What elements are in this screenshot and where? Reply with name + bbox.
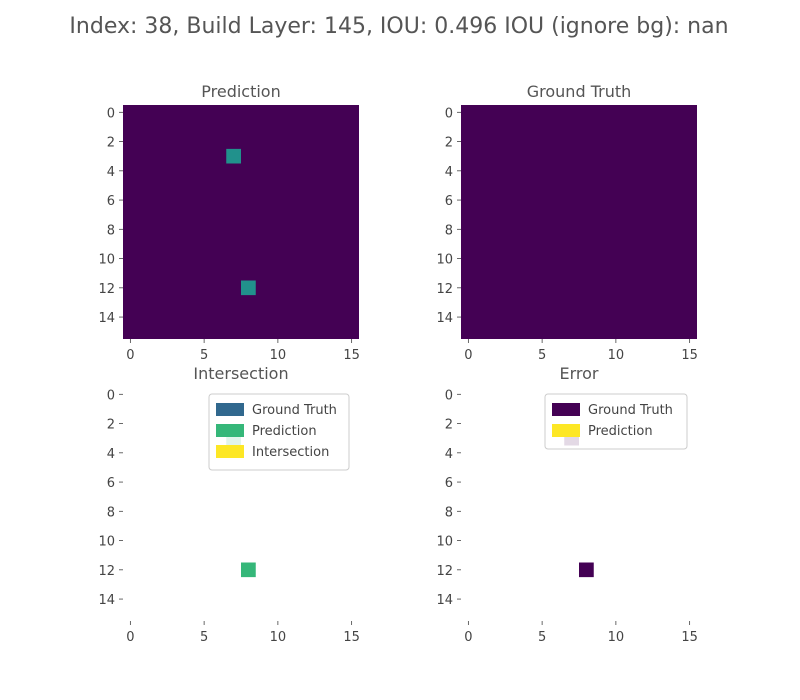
legend: Ground Truth Prediction bbox=[544, 393, 688, 450]
y-tick-label: 14 bbox=[436, 593, 453, 608]
panel-title: Intersection bbox=[193, 364, 288, 383]
x-tick-label: 0 bbox=[126, 630, 134, 645]
legend-swatch bbox=[552, 403, 580, 416]
y-tick-label: 14 bbox=[98, 593, 115, 608]
x-tick-label: 15 bbox=[681, 630, 698, 645]
y-tick-label: 4 bbox=[445, 165, 453, 180]
heatmap-cell bbox=[579, 562, 594, 578]
y-tick-label: 12 bbox=[436, 282, 453, 297]
x-tick-label: 5 bbox=[200, 630, 208, 645]
x-tick-label: 5 bbox=[538, 630, 546, 645]
legend-label: Intersection bbox=[252, 445, 329, 460]
y-tick-label: 10 bbox=[98, 253, 115, 268]
y-tick-label: 6 bbox=[445, 194, 453, 209]
y-tick-label: 8 bbox=[445, 505, 453, 520]
x-tick-label: 0 bbox=[464, 348, 472, 363]
panel-title: Prediction bbox=[201, 82, 280, 101]
y-tick-label: 8 bbox=[107, 223, 115, 238]
x-tick-label: 0 bbox=[126, 348, 134, 363]
panel-error: Error 0 2 4 6 8 10 12 14 0 5 10 15 Ground Truth Predic… bbox=[436, 364, 697, 645]
y-tick-label: 10 bbox=[98, 535, 115, 550]
panel-intersection: Intersection 0 2 4 6 8 10 12 14 0 5 10 15 Ground Trut… bbox=[98, 364, 359, 645]
y-tick-label: 2 bbox=[445, 418, 453, 433]
y-tick-label: 2 bbox=[107, 418, 115, 433]
y-tick-label: 10 bbox=[436, 535, 453, 550]
heatmap-background bbox=[461, 105, 697, 339]
legend: Ground Truth Prediction Intersection bbox=[208, 393, 350, 471]
legend-swatch bbox=[216, 424, 244, 437]
x-tick-label: 10 bbox=[608, 348, 625, 363]
y-tick-label: 2 bbox=[445, 136, 453, 151]
y-tick-label: 6 bbox=[107, 476, 115, 491]
heatmap-cell bbox=[241, 562, 256, 578]
legend-swatch bbox=[216, 445, 244, 458]
legend-label: Ground Truth bbox=[252, 403, 337, 418]
y-tick-label: 0 bbox=[107, 106, 115, 121]
x-tick-label: 15 bbox=[681, 348, 698, 363]
y-tick-label: 2 bbox=[107, 136, 115, 151]
y-tick-label: 0 bbox=[107, 388, 115, 403]
panel-ground-truth: Ground Truth 0 2 4 6 8 10 12 14 0 5 10 15 bbox=[436, 82, 697, 363]
legend-swatch bbox=[216, 403, 244, 416]
panel-prediction: Prediction 0 2 4 6 8 10 12 14 0 5 10 15 bbox=[98, 82, 359, 363]
legend-label: Prediction bbox=[588, 424, 653, 439]
y-tick-label: 4 bbox=[445, 447, 453, 462]
y-tick-label: 6 bbox=[445, 476, 453, 491]
y-tick-label: 12 bbox=[98, 564, 115, 579]
y-tick-label: 10 bbox=[436, 253, 453, 268]
x-tick-label: 5 bbox=[200, 348, 208, 363]
panel-title: Ground Truth bbox=[527, 82, 632, 101]
y-tick-label: 12 bbox=[436, 564, 453, 579]
x-tick-label: 5 bbox=[538, 348, 546, 363]
x-tick-label: 10 bbox=[270, 348, 287, 363]
panel-title: Error bbox=[560, 364, 599, 383]
x-tick-label: 10 bbox=[270, 630, 287, 645]
heatmap-cell bbox=[226, 148, 241, 164]
figure-title: Index: 38, Build Layer: 145, IOU: 0.496 … bbox=[69, 14, 728, 39]
y-tick-label: 12 bbox=[98, 282, 115, 297]
y-tick-label: 6 bbox=[107, 194, 115, 209]
y-tick-label: 14 bbox=[436, 311, 453, 326]
x-tick-label: 10 bbox=[608, 630, 625, 645]
y-tick-label: 8 bbox=[107, 505, 115, 520]
heatmap-background bbox=[123, 105, 359, 339]
legend-label: Ground Truth bbox=[588, 403, 673, 418]
legend-frame bbox=[544, 393, 688, 450]
x-tick-label: 0 bbox=[464, 630, 472, 645]
y-tick-label: 8 bbox=[445, 223, 453, 238]
legend-label: Prediction bbox=[252, 424, 317, 439]
y-tick-label: 4 bbox=[107, 165, 115, 180]
y-tick-label: 14 bbox=[98, 311, 115, 326]
x-tick-label: 15 bbox=[343, 630, 360, 645]
y-tick-label: 0 bbox=[445, 106, 453, 121]
y-tick-label: 4 bbox=[107, 447, 115, 462]
x-tick-label: 15 bbox=[343, 348, 360, 363]
legend-swatch bbox=[552, 424, 580, 437]
heatmap-cell bbox=[241, 280, 256, 296]
y-tick-label: 0 bbox=[445, 388, 453, 403]
